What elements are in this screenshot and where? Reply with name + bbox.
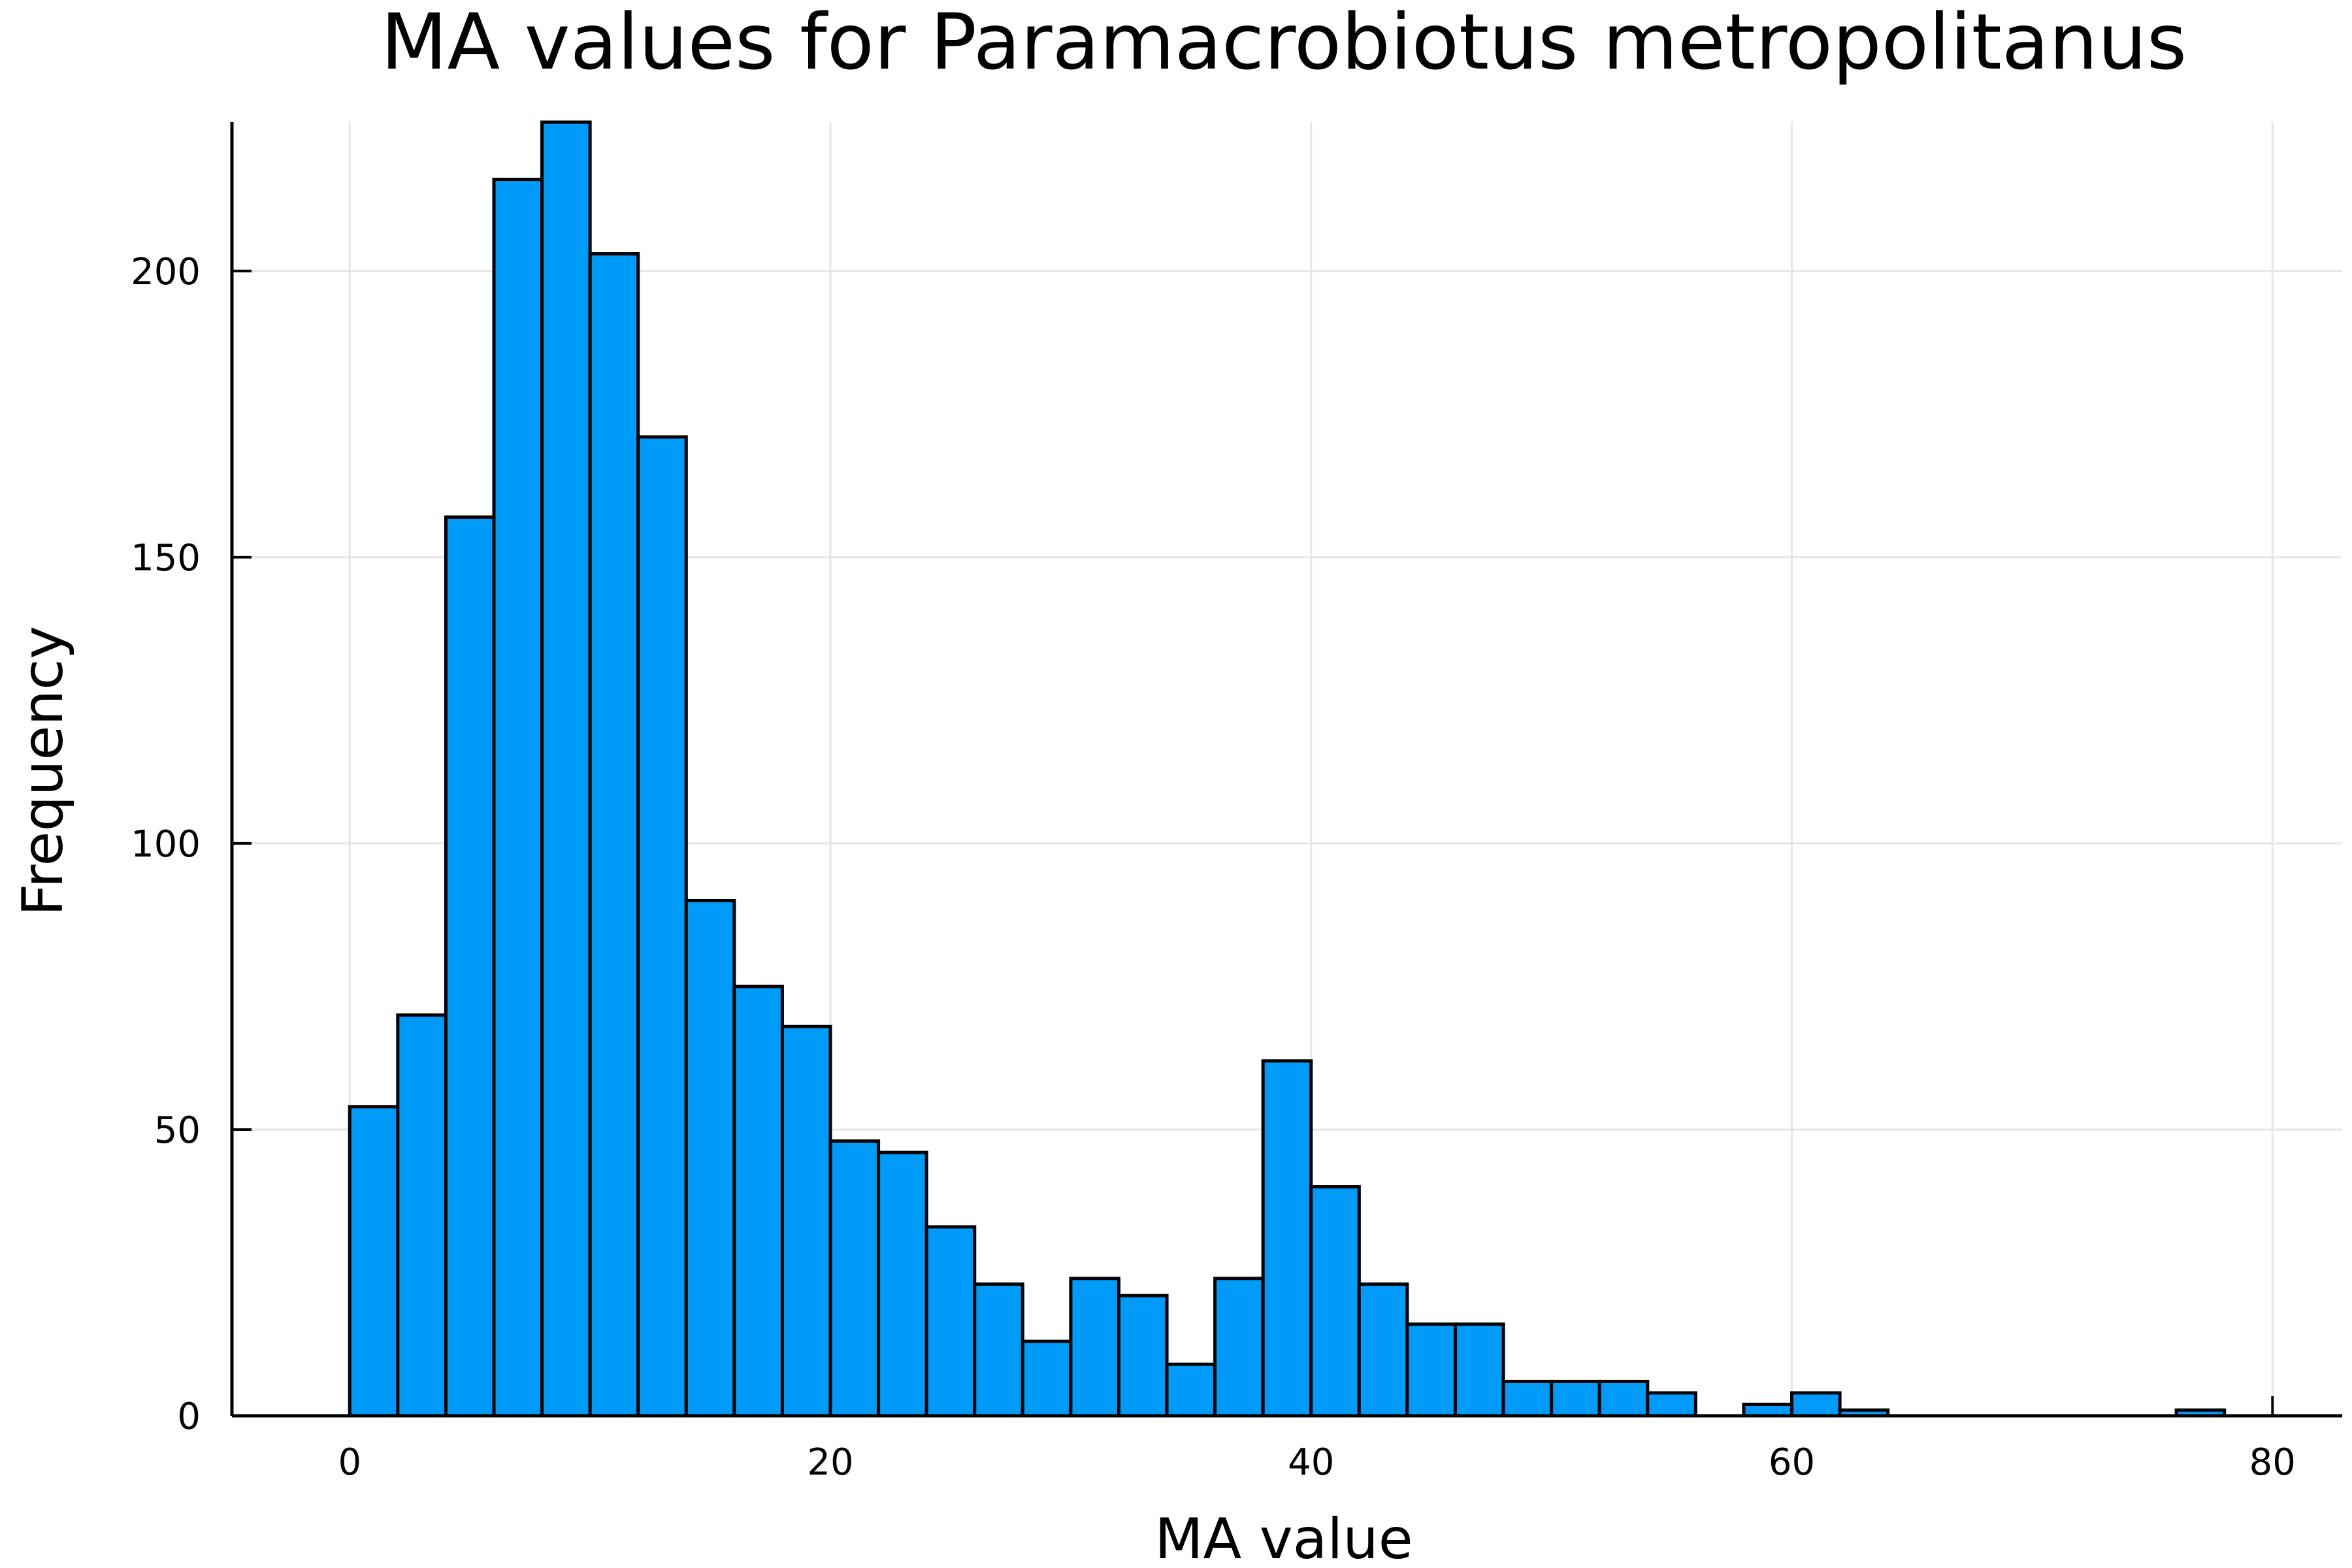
histogram-bar (877, 1151, 928, 1418)
y-tick-label: 100 (131, 823, 201, 866)
histogram-bar (684, 899, 736, 1418)
histogram-bar (1261, 1059, 1313, 1418)
histogram-bar (1646, 1391, 1697, 1418)
histogram-bar (1357, 1282, 1409, 1418)
y-tick-label: 50 (154, 1109, 201, 1152)
histogram-bar (828, 1139, 881, 1418)
y-axis-label: Frequency (10, 626, 76, 916)
histogram-bar (396, 1013, 448, 1418)
histogram-bar (1597, 1379, 1650, 1418)
histogram-bar (1165, 1362, 1217, 1418)
tick-labels: 0 20 40 60 80 0 50 100 150 200 (131, 251, 2296, 1484)
histogram-bar (492, 178, 544, 1418)
y-tick-label: 200 (131, 251, 201, 293)
histogram-bars (348, 120, 2227, 1418)
x-tick-label: 40 (1288, 1441, 1334, 1484)
histogram-bar (780, 1024, 832, 1418)
histogram-bar (540, 120, 592, 1418)
histogram-bar (1550, 1379, 1601, 1418)
histogram-bar (1501, 1379, 1554, 1418)
y-tick-label: 150 (131, 537, 201, 580)
y-tick-label: 0 (177, 1396, 201, 1438)
histogram-bar (1405, 1322, 1458, 1418)
x-tick-label: 60 (1769, 1441, 1815, 1484)
histogram-bar (636, 435, 688, 1418)
histogram-bar (732, 985, 784, 1418)
histogram-bar (1021, 1339, 1073, 1418)
histogram-bar (444, 515, 496, 1418)
histogram-bar (1790, 1391, 1842, 1418)
axes (230, 122, 2342, 1418)
x-tick-label: 0 (338, 1441, 361, 1484)
histogram-bar (1213, 1277, 1265, 1418)
x-tick-label: 80 (2249, 1441, 2296, 1484)
histogram-bar (973, 1282, 1024, 1418)
histogram-bar (1454, 1322, 1505, 1418)
histogram-bar (924, 1225, 977, 1418)
x-axis-label: MA value (1154, 1507, 1413, 1568)
histogram-bar (588, 252, 640, 1418)
histogram-bar (1117, 1294, 1169, 1418)
histogram-bar (1309, 1185, 1361, 1418)
histogram-bar (1069, 1277, 1120, 1418)
histogram-bar (1742, 1402, 1794, 1418)
x-tick-label: 20 (807, 1441, 853, 1484)
histogram-bar (348, 1105, 400, 1418)
chart-title: MA values for Paramacrobiotus metropolit… (381, 0, 2187, 87)
